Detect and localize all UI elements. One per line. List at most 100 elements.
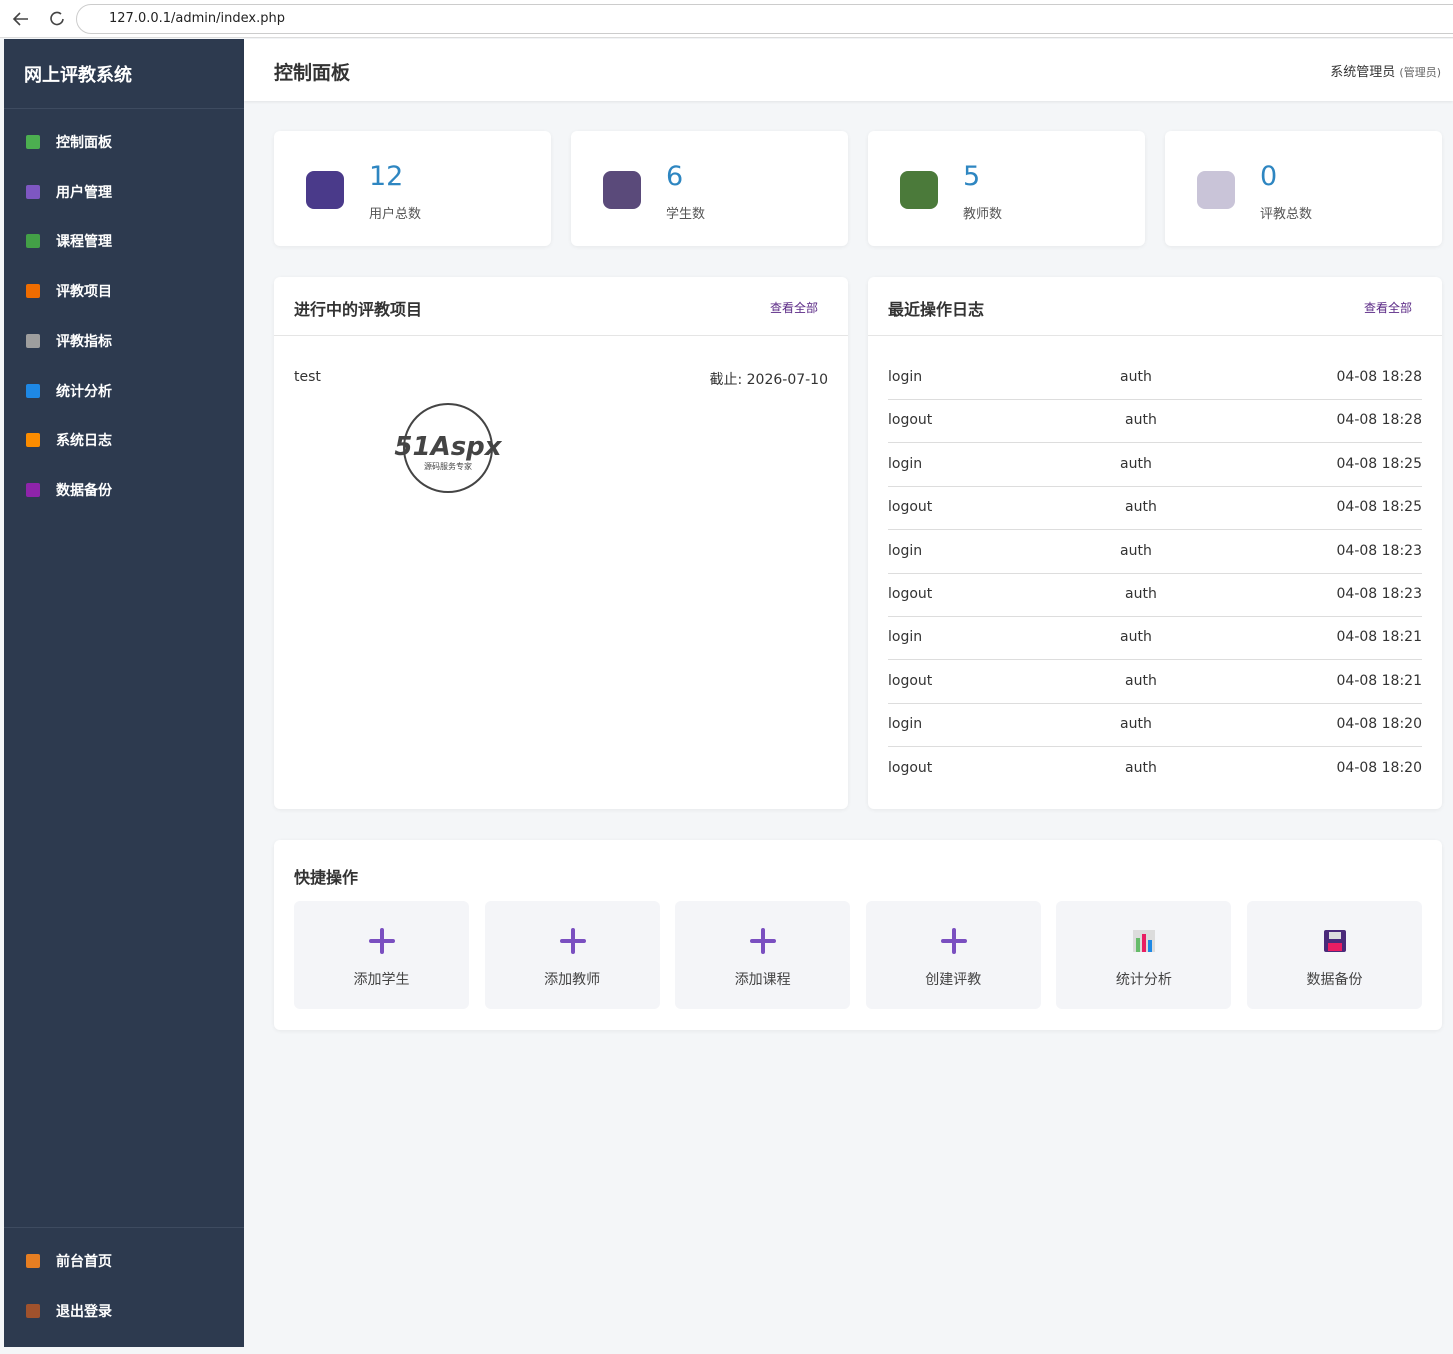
log-module: auth: [1125, 759, 1157, 776]
menu-label: 退出登录: [56, 1304, 112, 1320]
log-action: login: [888, 629, 923, 646]
log-action: login: [888, 542, 923, 559]
menu-icon: [26, 135, 40, 149]
menu-label: 用户管理: [56, 184, 112, 201]
browser-bar: 127.0.0.1/admin/index.php: [0, 0, 1453, 38]
stat-icon: [900, 171, 938, 209]
menu-item[interactable]: 评教项目: [26, 279, 112, 303]
stat-value: 12: [369, 161, 404, 192]
quick-panel: 快捷操作 添加学生 添加教师 添加课程 创建评教 统计分析 数据备份: [274, 840, 1442, 1030]
quick-button[interactable]: 添加教师: [484, 901, 660, 1009]
project-deadline: 截止: 2026-07-10: [709, 372, 828, 388]
quick-icon: [559, 928, 586, 954]
log-row: login auth 04-08 18:23: [888, 531, 1422, 574]
quick-label: 统计分析: [1115, 972, 1172, 988]
log-module: auth: [1125, 586, 1157, 602]
view-all[interactable]: 查看全部: [1363, 301, 1412, 315]
menu-item[interactable]: 评教指标: [26, 329, 112, 353]
nav-buttons[interactable]: [10, 9, 70, 29]
menu-item[interactable]: 用户管理: [26, 180, 112, 204]
log-action: logout: [888, 586, 933, 602]
address-bar[interactable]: 127.0.0.1/admin/index.php: [76, 4, 1453, 34]
menu-item[interactable]: 前台首页: [26, 1249, 112, 1273]
quick-icon: [1133, 930, 1156, 952]
log-time: 04-08 18:23: [1336, 542, 1422, 559]
menu-item[interactable]: 课程管理: [26, 229, 112, 253]
quick-button[interactable]: 添加课程: [675, 901, 851, 1009]
stat-value: 5: [963, 161, 981, 192]
menu-item[interactable]: 统计分析: [26, 379, 112, 403]
stat-card: 12 用户总数: [274, 131, 551, 246]
quick-label: 添加课程: [734, 972, 791, 988]
log-row: login auth 04-08 18:28: [888, 357, 1422, 400]
stat-value: 6: [666, 161, 684, 192]
log-action: logout: [888, 672, 933, 689]
log-row: logout auth 04-08 18:20: [888, 748, 1422, 791]
menu-label: 系统日志: [56, 433, 112, 450]
log-action: logout: [888, 759, 933, 776]
log-module: auth: [1120, 455, 1152, 472]
log-time: 04-08 18:20: [1336, 759, 1422, 776]
log-action: login: [888, 369, 923, 385]
view-all[interactable]: 查看全部: [769, 301, 818, 315]
stat-label: 评教总数: [1260, 207, 1313, 222]
log-module: auth: [1125, 499, 1157, 516]
menu-icon: [26, 1304, 40, 1318]
log-time: 04-08 18:20: [1336, 716, 1422, 733]
stat-icon: [1197, 171, 1235, 209]
menu-item[interactable]: 控制面板: [26, 130, 112, 154]
menu-label: 数据备份: [56, 482, 112, 499]
user-info: 系统管理员 (管理员): [1330, 61, 1441, 80]
menu-label: 控制面板: [56, 135, 112, 151]
stat-card: 5 教师数: [868, 131, 1145, 246]
quick-button[interactable]: 创建评教: [865, 901, 1041, 1009]
log-row: login auth 04-08 18:21: [888, 617, 1422, 661]
header: 控制面板 系统管理员 (管理员): [244, 39, 1453, 101]
log-module: auth: [1120, 629, 1152, 646]
menu-icon: [26, 383, 40, 398]
log-row: login auth 04-08 18:20: [888, 704, 1422, 748]
menu-label: 评教项目: [56, 284, 112, 301]
stat-label: 用户总数: [369, 207, 422, 222]
menu-icon: [26, 482, 40, 497]
brand: 网上评教系统: [24, 65, 132, 86]
log-row: logout auth 04-08 18:21: [888, 661, 1422, 704]
watermark-tagline: 源码服务专家: [424, 461, 472, 471]
watermark-brand: 51Aspx: [394, 432, 502, 462]
log-action: logout: [888, 499, 933, 516]
menu-item[interactable]: 系统日志: [26, 428, 112, 452]
stat-icon: [306, 171, 344, 209]
project-name: test: [294, 369, 321, 385]
user-name: 系统管理员: [1330, 65, 1396, 80]
menu-label: 课程管理: [56, 234, 112, 251]
quick-button[interactable]: 添加学生: [294, 901, 469, 1009]
stat-card: 6 学生数: [571, 131, 848, 246]
log-row: logout auth 04-08 18:23: [888, 574, 1422, 617]
page-title: 控制面板: [274, 62, 351, 84]
menu-icon: [26, 184, 40, 199]
log-action: login: [888, 455, 923, 472]
menu-icon: [26, 1254, 40, 1268]
log-row: logout auth 04-08 18:25: [888, 487, 1422, 531]
log-time: 04-08 18:21: [1336, 629, 1422, 646]
quick-icon: [1324, 930, 1346, 952]
stat-value: 0: [1260, 161, 1278, 192]
divider: [868, 335, 1442, 336]
divider: [274, 335, 848, 336]
divider: [4, 1227, 244, 1228]
quick-label: 创建评教: [925, 972, 982, 988]
quick-button[interactable]: 统计分析: [1056, 901, 1232, 1009]
quick-icon: [369, 928, 395, 954]
menu-item[interactable]: 数据备份: [26, 478, 112, 502]
watermark: 51Aspx 源码服务专家: [394, 403, 503, 493]
menu-icon: [26, 333, 40, 348]
log-time: 04-08 18:25: [1336, 455, 1422, 472]
quick-label: 数据备份: [1306, 972, 1363, 988]
log-time: 04-08 18:28: [1336, 369, 1422, 385]
project-item[interactable]: test 截止: 2026-07-10: [294, 369, 828, 393]
quick-button[interactable]: 数据备份: [1247, 901, 1422, 1009]
menu-label: 统计分析: [56, 383, 112, 400]
menu-item[interactable]: 退出登录: [26, 1299, 112, 1323]
menu-icon: [26, 284, 40, 299]
